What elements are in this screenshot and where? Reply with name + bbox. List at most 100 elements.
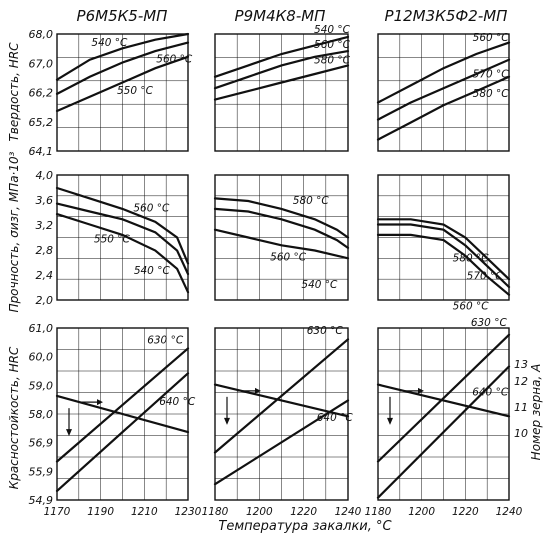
series-label: 560 °C bbox=[453, 300, 490, 312]
x-tick-label: 1180 bbox=[365, 506, 392, 518]
y-tick-label: 60,0 bbox=[29, 351, 54, 364]
x-tick-label: 1220 bbox=[452, 506, 479, 518]
panel-strength-2: 580 °C 560 °C 540 °C bbox=[213, 174, 350, 301]
column-title-2: Р9М4К8-МП bbox=[235, 7, 326, 25]
plot-frame bbox=[214, 33, 349, 152]
y-tick-label: 3,6 bbox=[36, 194, 54, 207]
series-line bbox=[55, 41, 190, 95]
series-line bbox=[213, 228, 350, 260]
panel-strength-3: 580 °C 570 °C 560 °C bbox=[376, 174, 511, 312]
series-label: 580 °C bbox=[314, 54, 351, 66]
series-label: 540 °C bbox=[134, 265, 171, 277]
series-line bbox=[213, 399, 350, 486]
column-title-3: Р12М3К5Ф2-МП bbox=[385, 7, 508, 25]
series-label: 630 °C bbox=[471, 317, 508, 329]
series-label: 560 °C bbox=[314, 39, 351, 51]
y-tick-label: 4,0 bbox=[36, 169, 54, 182]
y-tick-label: 2,8 bbox=[36, 244, 54, 257]
series-label: 630 °C bbox=[307, 325, 344, 337]
y-tick-label: 3,2 bbox=[36, 219, 54, 232]
plot-frame bbox=[214, 327, 349, 501]
y-tick-label: 58,0 bbox=[29, 408, 54, 421]
grain-number-tick: 12 bbox=[514, 375, 528, 388]
series-line bbox=[55, 347, 190, 463]
series-line bbox=[213, 207, 350, 249]
series-line bbox=[213, 50, 350, 90]
y-tick-label: 67,0 bbox=[29, 57, 54, 70]
y-tick-label: 2,4 bbox=[36, 269, 54, 282]
x-tick-label: 1220 bbox=[290, 506, 317, 518]
series-label: 580 °C bbox=[453, 253, 490, 265]
y-tick-label: 59,0 bbox=[29, 379, 54, 392]
series-label: 540 °C bbox=[314, 24, 351, 36]
arrowhead-down bbox=[224, 417, 230, 425]
arrowhead-right bbox=[255, 387, 261, 394]
arrowhead-right bbox=[97, 399, 103, 406]
series-label: 630 °C bbox=[147, 334, 184, 346]
series-label: 540 °C bbox=[301, 279, 338, 291]
series-line bbox=[213, 338, 350, 454]
series-label: 560 °C bbox=[270, 252, 307, 264]
series-label: 640 °C bbox=[472, 386, 509, 398]
y-tick-label: 55,9 bbox=[29, 465, 54, 478]
series-line bbox=[376, 75, 511, 141]
y-tick-label: 54,9 bbox=[29, 494, 54, 507]
series-line bbox=[376, 365, 511, 499]
y-tick-label: 56,9 bbox=[29, 437, 54, 450]
series-label: 580 °C bbox=[293, 195, 330, 207]
series-line bbox=[55, 394, 190, 434]
series-label: 550 °C bbox=[94, 234, 131, 246]
x-tick-label: 1240 bbox=[496, 506, 523, 518]
series-line bbox=[213, 197, 350, 239]
series-label: 560 °C bbox=[156, 54, 193, 66]
y-tick-label: 65,2 bbox=[29, 116, 54, 129]
red-hardness-axis-label: Красностойкость, HRC bbox=[7, 346, 21, 489]
x-tick-label: 1230 bbox=[175, 506, 202, 518]
y-tick-label: 61,0 bbox=[29, 322, 54, 335]
series-line bbox=[55, 213, 190, 294]
series-line bbox=[55, 32, 190, 81]
panel-strength-1: 4,0 3,6 3,2 2,8 2,4 2,0 560 °C 550 °C 540 °C bbox=[36, 169, 190, 307]
series-line bbox=[55, 372, 190, 492]
grain-number-axis-label: Номер зерна, A bbox=[529, 364, 543, 461]
series-label: 570 °C bbox=[467, 270, 504, 282]
series-line bbox=[55, 186, 190, 265]
series-line bbox=[376, 218, 511, 281]
strength-axis-label: Прочность, σизг, МПа·10³ bbox=[7, 151, 21, 312]
plot-frame bbox=[56, 33, 189, 152]
column-title-1: Р6М5К5-МП bbox=[77, 7, 168, 25]
series-line bbox=[376, 233, 511, 296]
series-label: 570 °C bbox=[473, 69, 510, 81]
panel-hardness-2: 540 °C 560 °C 580 °C bbox=[213, 24, 351, 152]
arrowhead-right bbox=[418, 387, 424, 394]
grain-number-tick: 10 bbox=[514, 427, 528, 440]
arrowhead-down bbox=[387, 417, 393, 425]
plot-frame bbox=[377, 174, 510, 301]
x-tick-label: 1240 bbox=[335, 506, 362, 518]
panel-hardness-3: 560 °C 570 °C 580 °C bbox=[376, 32, 511, 152]
series-line bbox=[213, 383, 350, 418]
series-label: 540 °C bbox=[91, 37, 128, 49]
series-label: 640 °C bbox=[159, 396, 196, 408]
series-label: 560 °C bbox=[473, 32, 510, 44]
panel-red_hardness-3: 1180 1200 1220 1240 630 °C 640 °C bbox=[365, 317, 523, 518]
series-line bbox=[376, 41, 511, 104]
x-tick-label: 1210 bbox=[131, 506, 158, 518]
chart-panels: 68,0 67,0 66,2 65,2 64,1 540 °C 560 °C 550 °C 54… bbox=[29, 24, 529, 518]
plot-frame bbox=[56, 327, 189, 501]
x-tick-label: 1200 bbox=[246, 506, 273, 518]
grain-number-tick: 13 bbox=[514, 358, 528, 371]
x-tick-label: 1180 bbox=[202, 506, 229, 518]
series-label: 560 °C bbox=[133, 202, 170, 214]
series-line bbox=[376, 58, 511, 121]
series-label: 550 °C bbox=[117, 85, 154, 97]
y-tick-label: 68,0 bbox=[29, 28, 54, 41]
y-tick-label: 64,1 bbox=[29, 145, 54, 158]
plot-frame bbox=[56, 174, 189, 301]
x-axis-label: Температура закалки, °С bbox=[218, 519, 392, 534]
x-tick-label: 1190 bbox=[87, 506, 114, 518]
hardness-axis-label: Твердость, HRC bbox=[7, 42, 21, 142]
